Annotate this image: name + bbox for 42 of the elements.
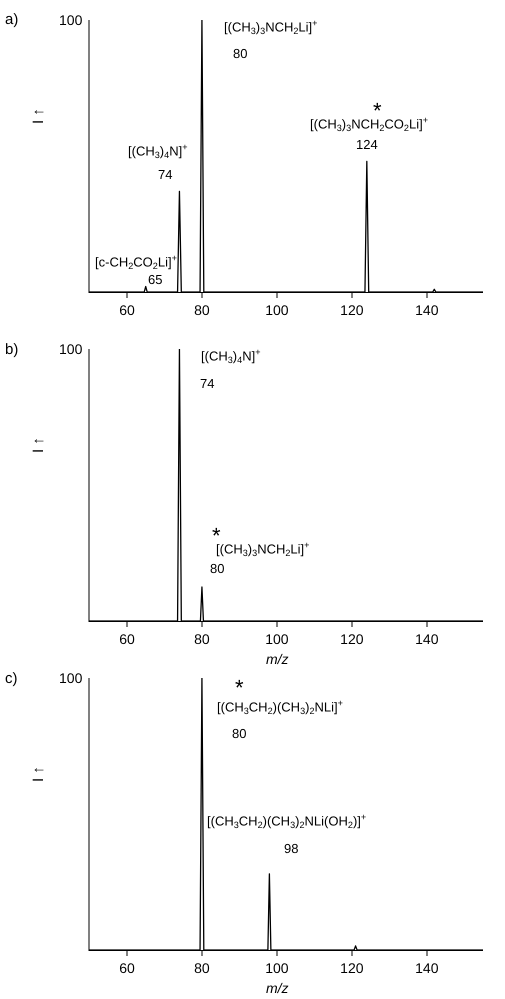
x-tick-label: 60 [119, 960, 135, 976]
y-axis-title: I ↑ [30, 437, 47, 454]
x-tick-label: 100 [265, 302, 289, 318]
annotation: 80 [233, 46, 248, 61]
annotation: 74 [158, 167, 172, 182]
x-tick-label: 80 [194, 960, 210, 976]
x-tick-label: 140 [415, 960, 439, 976]
x-tick-label: 120 [340, 302, 364, 318]
annotation: [(CH$_{3}$)$_{3}$NCH$_{2}$Li]$^{+}$ [224, 18, 318, 36]
annotation: [(CH$_{3}$)$_{4}$N]$^{+}$ [128, 142, 188, 160]
x-axis-title: m/z [266, 651, 289, 667]
text: 100 [59, 341, 83, 357]
y-axis-title: I ↑ [30, 108, 47, 124]
y-axis-title: I ↑ [30, 766, 47, 782]
x-tick-label: 100 [265, 960, 289, 976]
annotation: 80 [232, 726, 246, 741]
x-tick-label: 60 [119, 630, 135, 647]
annotation: 98 [284, 841, 298, 856]
annotation: [(CH$_{3}$)$_{3}$NCH$_{2}$Li]$^{+}$ [216, 540, 310, 558]
annotation: 65 [148, 272, 162, 287]
chart-title: c) [5, 670, 18, 687]
x-tick-label: 120 [340, 960, 364, 976]
x-tick-label: 60 [119, 302, 135, 318]
text: [(CH$_{3}$CH$_{2}$)(CH$_{3}$)$_{2}$NLi]$^{+}$ [217, 698, 343, 716]
text: 100 [59, 12, 83, 28]
x-axis-title: m/z [266, 980, 289, 996]
annotation: 124 [356, 137, 378, 152]
annotation: [(CH$_{3}$)$_{4}$N]$^{+}$ [201, 347, 260, 366]
x-tick-label: 120 [340, 630, 364, 647]
x-tick-label: 80 [194, 630, 210, 647]
text: [(CH$_{3}$CH$_{2}$)(CH$_{3}$)$_{2}$NLi(OH$_{2}$)]$^{+}$ [207, 812, 366, 830]
annotation: * [235, 675, 244, 700]
annotation: 74 [200, 376, 214, 391]
x-tick-label: 80 [194, 302, 210, 318]
text: 100 [59, 670, 83, 686]
annotation: 80 [210, 561, 224, 576]
x-tick-label: 100 [265, 630, 289, 647]
chart-title: a) [5, 11, 18, 28]
annotation: [c-CH$_{2}$CO$_{2}$Li]$^{+}$ [95, 253, 177, 272]
x-tick-label: 140 [415, 630, 439, 647]
x-tick-label: 140 [415, 302, 439, 318]
chart-title: b) [5, 341, 18, 358]
